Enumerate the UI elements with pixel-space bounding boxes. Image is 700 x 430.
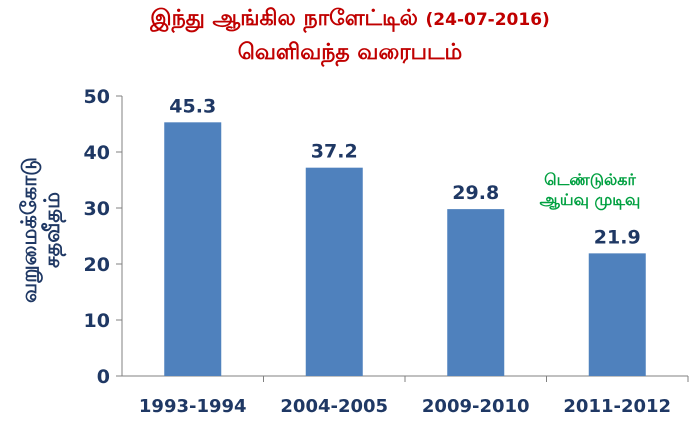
y-tick-label: 10 (84, 310, 110, 332)
data-label: 45.3 (169, 95, 216, 117)
bar (588, 253, 646, 376)
chart-subtitle: வெளிவந்த வரைபடம் (237, 40, 463, 65)
chart-title-main: இந்து ஆங்கில நாளேட்டில் (150, 6, 418, 31)
y-tick-label: 0 (97, 366, 110, 388)
chart-title-date: (24-07-2016) (425, 10, 550, 30)
data-label: 29.8 (452, 182, 499, 204)
data-label: 37.2 (311, 141, 358, 163)
annotation-tendulkar: டெண்டுல்கர் ஆய்வு முடிவு (525, 170, 655, 210)
annotation-line2: ஆய்வு முடிவு (539, 190, 641, 209)
y-tick-label: 50 (84, 86, 110, 108)
x-tick-label: 2004-2005 (280, 396, 388, 417)
chart-title: இந்து ஆங்கில நாளேட்டில் (24-07-2016) (0, 6, 700, 34)
bar (447, 209, 505, 376)
x-tick-label: 1993-1994 (139, 396, 247, 417)
bar (164, 122, 222, 376)
y-tick-label: 20 (84, 254, 110, 276)
data-label: 21.9 (594, 226, 641, 248)
bar (305, 167, 363, 376)
y-tick-label: 40 (84, 142, 110, 164)
x-tick-label: 2009-2010 (422, 396, 530, 417)
annotation-line1: டெண்டுல்கர் (544, 170, 636, 189)
y-tick-label: 30 (84, 198, 110, 220)
x-tick-label: 2011-2012 (563, 396, 671, 417)
